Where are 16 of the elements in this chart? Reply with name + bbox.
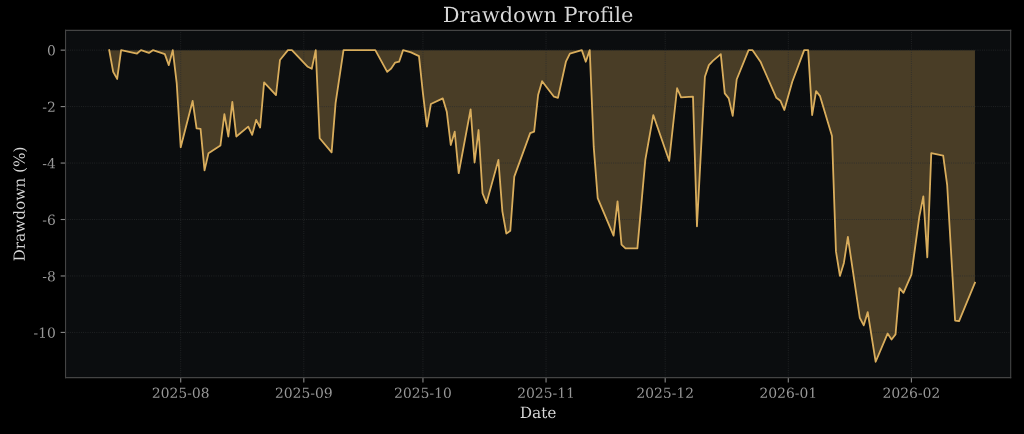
y-tick-label: -8 bbox=[42, 270, 55, 282]
y-tick-label: -4 bbox=[42, 158, 56, 169]
y-tick-label: -2 bbox=[42, 101, 55, 112]
y-axis-title: Drawdown (%) bbox=[13, 147, 28, 261]
x-axis-title: Date bbox=[520, 406, 556, 419]
x-tick-label: 2025-08 bbox=[152, 387, 209, 399]
x-tick-label: 2025-10 bbox=[395, 387, 451, 399]
x-tick-label: 2025-09 bbox=[275, 387, 332, 399]
x-tick-label: 2026-02 bbox=[883, 387, 939, 399]
x-tick-label: 2025-12 bbox=[637, 387, 693, 399]
y-tick-label: -10 bbox=[34, 327, 55, 338]
chart-title: Drawdown Profile bbox=[443, 6, 633, 23]
x-tick-label: 2025-11 bbox=[518, 387, 573, 399]
y-tick-label: 0 bbox=[47, 45, 55, 56]
x-tick-label: 2026-01 bbox=[760, 387, 816, 399]
y-tick-label: -6 bbox=[42, 214, 55, 225]
